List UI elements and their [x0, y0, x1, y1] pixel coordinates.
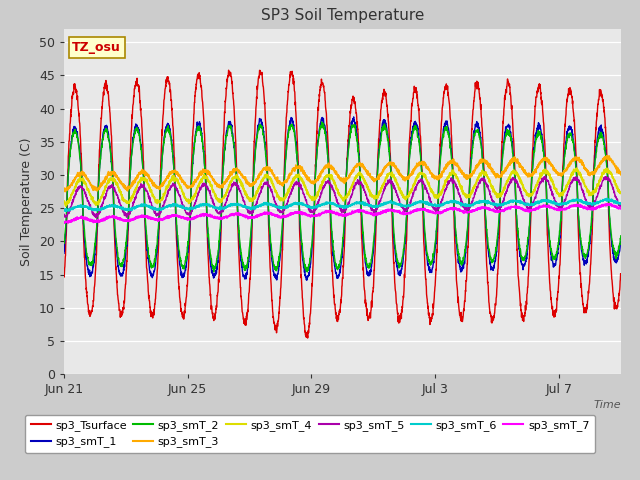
sp3_smT_7: [64, 220, 72, 226]
Legend: sp3_Tsurface, sp3_smT_1, sp3_smT_2, sp3_smT_3, sp3_smT_4, sp3_smT_5, sp3_smT_6, : sp3_Tsurface, sp3_smT_1, sp3_smT_2, sp3_…: [25, 415, 595, 453]
sp3_smT_3: [184, 185, 191, 191]
sp3_smT_3: [61, 189, 69, 194]
sp3_smT_5: [262, 180, 270, 186]
sp3_smT_1: [303, 277, 311, 283]
sp3_smT_1: [60, 251, 68, 256]
sp3_smT_6: [360, 201, 368, 207]
sp3_smT_4: [115, 184, 122, 190]
sp3_smT_1: [545, 236, 553, 241]
sp3_smT_5: [360, 187, 368, 192]
Title: SP3 Soil Temperature: SP3 Soil Temperature: [260, 9, 424, 24]
sp3_Tsurface: [617, 272, 625, 277]
sp3_smT_2: [617, 233, 625, 239]
Line: sp3_smT_2: sp3_smT_2: [64, 122, 621, 272]
sp3_smT_4: [617, 189, 625, 195]
sp3_smT_6: [65, 208, 72, 214]
sp3_smT_2: [148, 265, 156, 271]
sp3_smT_5: [541, 173, 549, 179]
sp3_Tsurface: [184, 283, 191, 289]
sp3_smT_7: [360, 209, 368, 215]
sp3_smT_3: [115, 176, 122, 181]
sp3_smT_2: [545, 232, 553, 238]
Line: sp3_smT_6: sp3_smT_6: [64, 198, 621, 211]
Line: sp3_smT_1: sp3_smT_1: [64, 117, 621, 280]
sp3_smT_1: [350, 114, 358, 120]
sp3_smT_7: [617, 205, 625, 211]
sp3_Tsurface: [304, 335, 312, 341]
sp3_smT_7: [148, 216, 156, 221]
sp3_smT_6: [148, 204, 156, 210]
sp3_smT_5: [60, 214, 68, 219]
sp3_smT_6: [604, 195, 611, 201]
sp3_smT_6: [115, 204, 122, 209]
sp3_smT_5: [184, 210, 191, 216]
sp3_Tsurface: [225, 67, 232, 73]
sp3_smT_3: [545, 157, 553, 163]
Line: sp3_Tsurface: sp3_Tsurface: [64, 70, 621, 338]
sp3_smT_4: [360, 177, 368, 182]
sp3_smT_1: [114, 263, 122, 269]
sp3_smT_7: [604, 201, 611, 207]
sp3_smT_3: [60, 185, 68, 191]
Text: TZ_osu: TZ_osu: [72, 41, 121, 54]
sp3_smT_1: [184, 253, 191, 259]
sp3_smT_1: [262, 153, 270, 159]
sp3_smT_7: [60, 219, 68, 225]
Y-axis label: Soil Temperature (C): Soil Temperature (C): [20, 137, 33, 266]
sp3_smT_6: [184, 205, 191, 211]
sp3_smT_6: [545, 198, 553, 204]
sp3_smT_2: [262, 153, 270, 158]
sp3_smT_3: [262, 166, 270, 172]
sp3_smT_3: [360, 165, 368, 171]
sp3_smT_7: [545, 203, 553, 209]
sp3_smT_1: [148, 272, 156, 278]
sp3_smT_4: [62, 203, 70, 209]
sp3_smT_4: [184, 197, 191, 203]
sp3_Tsurface: [545, 269, 553, 275]
Line: sp3_smT_3: sp3_smT_3: [64, 156, 621, 192]
sp3_smT_2: [114, 254, 122, 260]
sp3_smT_4: [60, 198, 68, 204]
sp3_smT_5: [93, 215, 100, 221]
sp3_smT_2: [360, 247, 368, 252]
sp3_Tsurface: [148, 313, 156, 319]
sp3_smT_7: [262, 209, 270, 215]
Line: sp3_smT_4: sp3_smT_4: [64, 168, 621, 206]
sp3_smT_6: [617, 200, 625, 206]
sp3_smT_4: [148, 189, 156, 195]
sp3_smT_2: [184, 244, 191, 250]
sp3_smT_4: [262, 173, 270, 179]
Line: sp3_smT_5: sp3_smT_5: [64, 176, 621, 218]
sp3_smT_1: [360, 252, 368, 258]
Line: sp3_smT_7: sp3_smT_7: [64, 204, 621, 223]
sp3_smT_4: [545, 171, 553, 177]
sp3_smT_3: [617, 172, 625, 178]
sp3_smT_6: [262, 201, 270, 207]
sp3_smT_2: [303, 269, 311, 275]
sp3_smT_3: [604, 153, 611, 158]
sp3_smT_3: [148, 178, 156, 183]
sp3_smT_5: [115, 195, 122, 201]
sp3_Tsurface: [262, 130, 270, 135]
sp3_Tsurface: [60, 273, 68, 279]
sp3_Tsurface: [114, 295, 122, 300]
sp3_smT_5: [617, 202, 625, 208]
sp3_smT_6: [60, 207, 68, 213]
sp3_smT_5: [545, 182, 553, 188]
sp3_smT_5: [148, 203, 156, 209]
sp3_smT_2: [60, 240, 68, 246]
sp3_smT_2: [318, 119, 326, 125]
Text: Time: Time: [593, 400, 621, 410]
sp3_smT_4: [573, 166, 581, 171]
sp3_smT_7: [184, 216, 191, 221]
sp3_Tsurface: [360, 287, 368, 293]
sp3_smT_7: [115, 216, 122, 222]
sp3_smT_1: [617, 239, 625, 245]
